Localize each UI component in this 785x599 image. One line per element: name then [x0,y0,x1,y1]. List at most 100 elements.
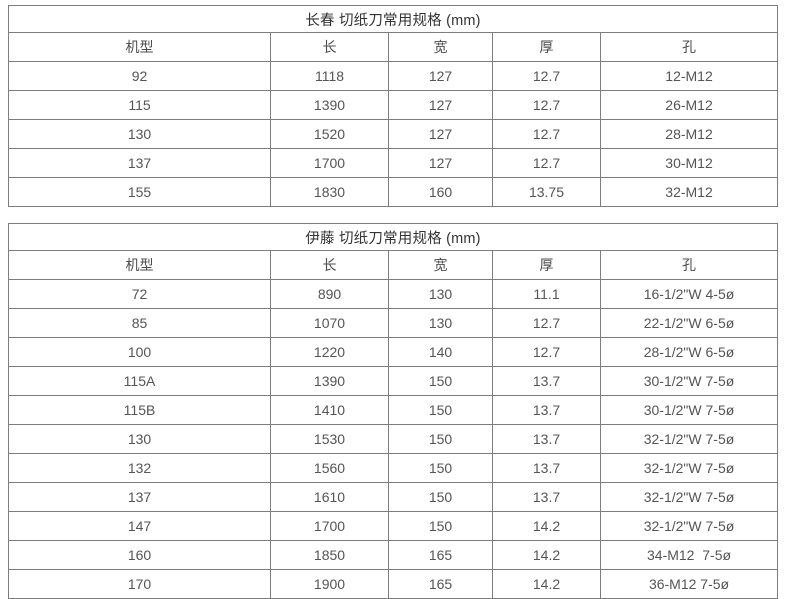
cell-hole: 32-1/2"W 7-5ø [599,453,779,483]
cell-model: 132 [8,453,271,483]
column-header-model: 机型 [8,250,271,280]
cell-model: 155 [8,177,271,207]
cell-hole: 16-1/2"W 4-5ø [599,279,779,309]
column-header-hole: 孔 [599,32,779,62]
cell-thickness: 13.75 [492,177,601,207]
cell-hole: 34-M12 7-5ø [599,540,779,570]
cell-length: 890 [270,279,389,309]
cell-thickness: 13.7 [492,453,601,483]
cell-width: 140 [388,337,493,367]
cell-width: 150 [388,424,493,454]
cell-width: 165 [388,569,493,599]
column-header-length: 长 [270,32,389,62]
table-row: 130 1530 150 13.7 32-1/2"W 7-5ø [8,424,779,454]
cell-hole: 32-1/2"W 7-5ø [599,424,779,454]
table-row: 115 1390 127 12.7 26-M12 [8,90,779,120]
cell-hole: 30-M12 [599,148,779,178]
cell-length: 1700 [270,511,389,541]
column-header-thickness: 厚 [492,250,601,280]
cell-model: 147 [8,511,271,541]
cell-hole: 28-M12 [599,119,779,149]
table-title-row: 长春 切纸刀常用规格 (mm) [7,5,779,33]
cell-model: 115 [8,90,271,120]
cell-thickness: 11.1 [492,279,601,309]
cell-length: 1070 [270,308,389,338]
cell-length: 1390 [270,366,389,396]
cell-width: 127 [388,148,493,178]
cell-thickness: 14.2 [492,569,601,599]
cell-model: 72 [8,279,271,309]
cell-length: 1610 [270,482,389,512]
spec-sheet-page: 长春 切纸刀常用规格 (mm) 机型 长 宽 厚 孔 92 1118 127 1… [7,5,779,599]
cell-model: 160 [8,540,271,570]
cell-model: 137 [8,482,271,512]
cell-hole: 28-1/2"W 6-5ø [599,337,779,367]
table-row: 72 890 130 11.1 16-1/2"W 4-5ø [8,279,779,309]
cell-width: 160 [388,177,493,207]
spec-table-changchun: 长春 切纸刀常用规格 (mm) 机型 长 宽 厚 孔 92 1118 127 1… [7,5,779,207]
cell-thickness: 13.7 [492,395,601,425]
table-row: 132 1560 150 13.7 32-1/2"W 7-5ø [8,453,779,483]
cell-length: 1830 [270,177,389,207]
cell-hole: 32-M12 [599,177,779,207]
cell-thickness: 13.7 [492,482,601,512]
cell-thickness: 14.2 [492,511,601,541]
cell-thickness: 12.7 [492,337,601,367]
cell-width: 150 [388,366,493,396]
cell-thickness: 12.7 [492,90,601,120]
table-header-row: 机型 长 宽 厚 孔 [8,250,779,280]
spec-table-ito: 伊藤 切纸刀常用规格 (mm) 机型 长 宽 厚 孔 72 890 130 11… [7,223,779,599]
table-header-row: 机型 长 宽 厚 孔 [8,32,779,62]
cell-width: 130 [388,308,493,338]
cell-thickness: 12.7 [492,308,601,338]
table-row: 137 1700 127 12.7 30-M12 [8,148,779,178]
cell-length: 1390 [270,90,389,120]
cell-thickness: 12.7 [492,61,601,91]
cell-width: 150 [388,395,493,425]
cell-width: 127 [388,90,493,120]
cell-hole: 30-1/2"W 7-5ø [599,395,779,425]
cell-thickness: 12.7 [492,148,601,178]
cell-width: 127 [388,61,493,91]
cell-model: 85 [8,308,271,338]
column-header-width: 宽 [388,250,493,280]
table-row: 92 1118 127 12.7 12-M12 [8,61,779,91]
cell-width: 127 [388,119,493,149]
cell-width: 150 [388,453,493,483]
cell-hole: 12-M12 [599,61,779,91]
cell-hole: 30-1/2"W 7-5ø [599,366,779,396]
table-row: 155 1830 160 13.75 32-M12 [8,177,779,207]
column-header-model: 机型 [8,32,271,62]
cell-model: 100 [8,337,271,367]
table-title-row: 伊藤 切纸刀常用规格 (mm) [7,223,779,251]
table-row: 115A 1390 150 13.7 30-1/2"W 7-5ø [8,366,779,396]
cell-length: 1850 [270,540,389,570]
cell-length: 1410 [270,395,389,425]
cell-hole: 32-1/2"W 7-5ø [599,511,779,541]
cell-hole: 32-1/2"W 7-5ø [599,482,779,512]
cell-length: 1700 [270,148,389,178]
table-row: 100 1220 140 12.7 28-1/2"W 6-5ø [8,337,779,367]
cell-length: 1900 [270,569,389,599]
cell-length: 1530 [270,424,389,454]
cell-thickness: 14.2 [492,540,601,570]
cell-model: 115B [8,395,271,425]
cell-length: 1560 [270,453,389,483]
cell-width: 150 [388,482,493,512]
cell-model: 115A [8,366,271,396]
cell-model: 92 [8,61,271,91]
cell-length: 1220 [270,337,389,367]
cell-model: 130 [8,119,271,149]
table-row: 115B 1410 150 13.7 30-1/2"W 7-5ø [8,395,779,425]
table-row: 85 1070 130 12.7 22-1/2"W 6-5ø [8,308,779,338]
cell-width: 150 [388,511,493,541]
column-header-length: 长 [270,250,389,280]
cell-length: 1118 [270,61,389,91]
table-title: 长春 切纸刀常用规格 (mm) [7,5,779,33]
table-row: 147 1700 150 14.2 32-1/2"W 7-5ø [8,511,779,541]
cell-hole: 36-M12 7-5ø [599,569,779,599]
column-header-hole: 孔 [599,250,779,280]
cell-thickness: 13.7 [492,366,601,396]
cell-thickness: 12.7 [492,119,601,149]
table-row: 130 1520 127 12.7 28-M12 [8,119,779,149]
